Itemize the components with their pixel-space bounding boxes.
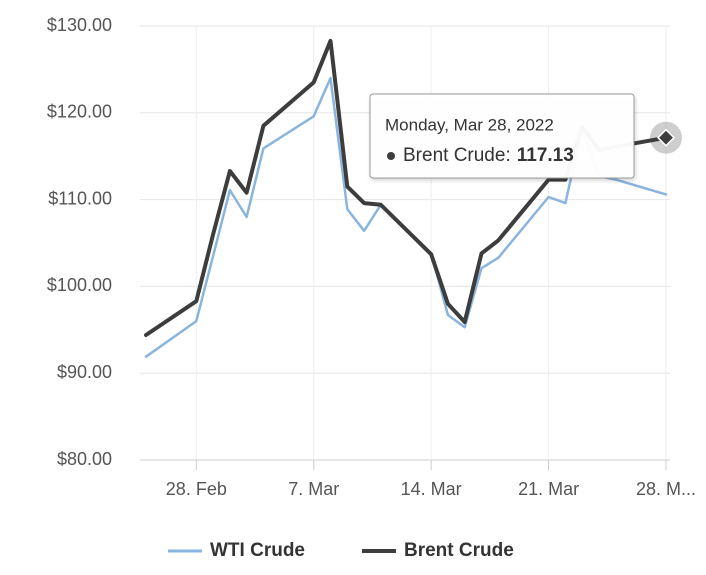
grid: $80.00 $90.00 $100.00 $110.00 $120.00 $130.00… (47, 15, 696, 499)
tooltip: Monday, Mar 28, 2022 Brent Crude: 117.13 (369, 93, 635, 179)
y-tick-label: $80.00 (57, 449, 112, 469)
tooltip-bullet (387, 152, 395, 160)
y-tick-label: $110.00 (48, 188, 112, 208)
x-tick-label: 28. M... (636, 479, 696, 499)
series-line (144, 38, 668, 337)
hover-marker (656, 128, 676, 147)
x-tick-label: 28. Feb (166, 479, 227, 499)
plot (144, 38, 682, 358)
tooltip-box (369, 93, 635, 179)
tooltip-value: 117.13 (517, 145, 574, 166)
y-tick-label: $120.00 (47, 102, 112, 122)
x-tick-label: 21. Mar (518, 479, 579, 499)
y-tick-label: $90.00 (57, 362, 112, 382)
tooltip-title: Monday, Mar 28, 2022 (385, 115, 554, 134)
tooltip-label: Brent Crude: (403, 145, 511, 166)
x-tick-label: 14. Mar (401, 479, 462, 499)
legend-label[interactable]: Brent Crude (404, 540, 514, 561)
y-tick-label: $100.00 (47, 275, 112, 295)
legend-label[interactable]: WTI Crude (210, 540, 305, 561)
legend[interactable]: WTI Crude Brent Crude (168, 540, 514, 561)
y-tick-label: $130.00 (47, 15, 112, 35)
x-tick-label: 7. Mar (288, 479, 339, 499)
